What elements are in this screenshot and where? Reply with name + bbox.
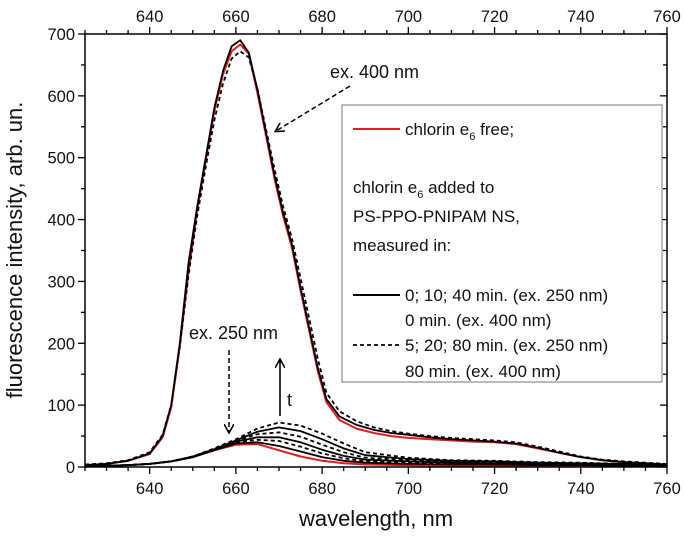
x-tick-label-top: 760 xyxy=(653,8,681,26)
axis-ticks: 640 640 660 660 680 680 700 700 720 720 740 740 760 7… xyxy=(47,8,680,498)
legend-dashed-2: 80 min. (ex. 400 nm) xyxy=(405,362,561,381)
y-axis-label: fluorescence intensity, arb. un. xyxy=(2,102,27,399)
x-tick-label-top: 740 xyxy=(567,8,595,26)
x-tick-label-top: 680 xyxy=(308,8,336,26)
x-tick-label: 660 xyxy=(222,480,250,498)
annotation-ex250: ex. 250 nm xyxy=(189,323,278,343)
x-tick-label: 640 xyxy=(136,480,164,498)
legend-box xyxy=(341,104,663,383)
curves xyxy=(84,39,668,468)
x-tick-label-top: 660 xyxy=(222,8,250,26)
y-tick-label: 400 xyxy=(47,212,75,230)
series-line-ex250-solid-8 xyxy=(84,426,668,468)
x-tick-label: 680 xyxy=(308,480,336,498)
x-tick-label: 740 xyxy=(567,480,595,498)
y-tick-label: 600 xyxy=(47,88,75,106)
legend-ns: PS-PPO-PNIPAM NS, xyxy=(353,207,520,226)
series-line-ex400-solid-1 xyxy=(84,39,668,466)
x-tick-label-top: 720 xyxy=(481,8,509,26)
y-tick-label: 0 xyxy=(66,459,75,477)
legend-solid-1: 0; 10; 40 min. (ex. 250 nm) xyxy=(405,286,608,305)
legend-added: chlorin e6 added to xyxy=(353,178,494,201)
y-tick-label: 100 xyxy=(47,397,75,415)
x-tick-label-top: 640 xyxy=(136,8,164,26)
x-tick-label: 700 xyxy=(395,480,423,498)
legend-measured: measured in: xyxy=(353,236,451,255)
annotation-time: t xyxy=(287,390,292,410)
legend: chlorin e6 free; chlorin e6 added to PS-… xyxy=(341,104,663,383)
legend-solid-2: 0 min. (ex. 400 nm) xyxy=(405,311,551,330)
legend-dashed-1: 5; 20; 80 min. (ex. 250 nm) xyxy=(405,336,608,355)
y-tick-label: 700 xyxy=(47,26,75,44)
y-tick-label: 300 xyxy=(47,273,75,291)
y-tick-label: 200 xyxy=(47,335,75,353)
x-tick-label: 760 xyxy=(653,480,681,498)
series-line-ex400-dashed-2 xyxy=(84,50,668,466)
x-tick-label-top: 700 xyxy=(395,8,423,26)
annotation-ex400: ex. 400 nm xyxy=(330,62,419,82)
x-tick-label: 720 xyxy=(481,480,509,498)
x-axis-label: wavelength, nm xyxy=(298,506,453,531)
arrow-ex400 xyxy=(276,85,351,131)
legend-free: chlorin e6 free; xyxy=(405,120,514,143)
y-tick-label: 500 xyxy=(47,150,75,168)
